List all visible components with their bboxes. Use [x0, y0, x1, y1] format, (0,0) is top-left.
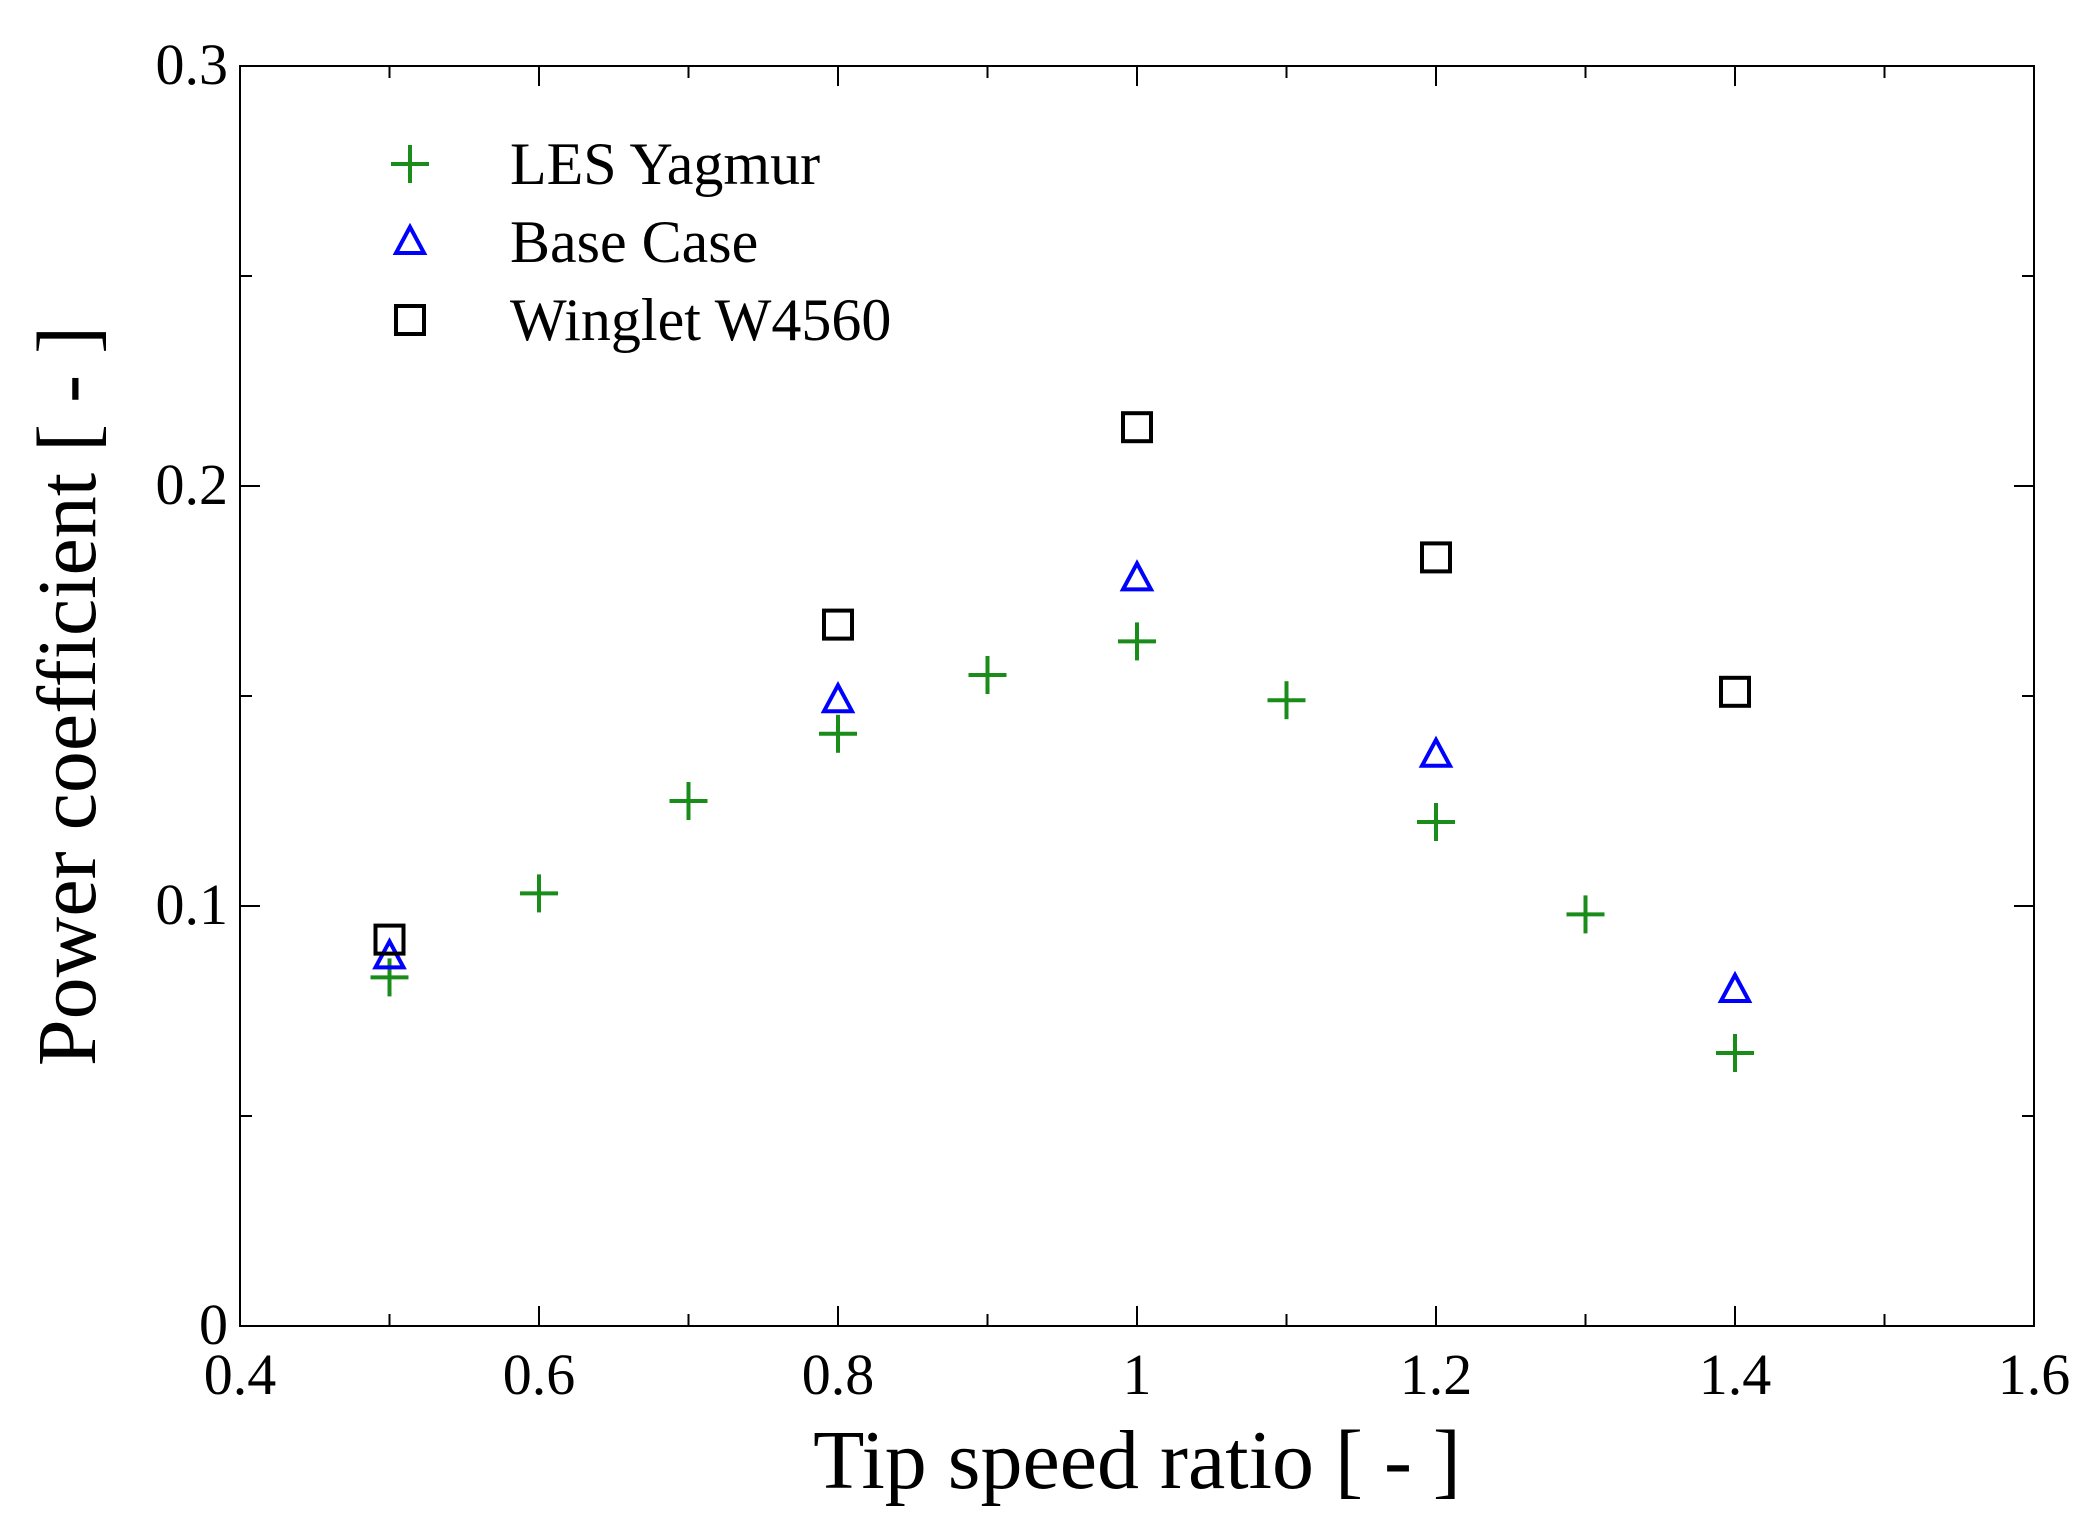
triangle-shape: [392, 222, 428, 255]
point-base-case: [820, 680, 856, 714]
y-axis-title: Power coefficient [ - ]: [21, 326, 114, 1066]
square-shape: [1420, 541, 1452, 574]
point-les-yagmur: [819, 714, 857, 753]
square-shape: [1719, 675, 1751, 708]
legend-marker-winglet-w4560: [394, 304, 426, 336]
triangle-shape: [1717, 970, 1753, 1003]
x-tick-label: 0.6: [503, 1342, 576, 1407]
axis-ticks: [239, 65, 2035, 1327]
x-tick-label: 0.4: [204, 1342, 277, 1407]
x-tick-label: 0.8: [802, 1342, 875, 1407]
point-base-case: [1717, 970, 1753, 1003]
y-tick-label: 0.2: [156, 452, 229, 517]
y-tick-label: 0.3: [156, 32, 229, 97]
triangle-shape: [1418, 735, 1454, 768]
axis-tick-labels: 0.4 0.6 0.8 1 1.2 1.4 1.6 0 0.1 0.2 0.3: [156, 32, 2071, 1407]
point-les-yagmur: [1118, 622, 1156, 661]
point-les-yagmur: [1716, 1034, 1754, 1072]
legend: LES Yagmur Base Case Winglet W4560: [391, 131, 891, 353]
x-tick-label: 1.6: [1998, 1342, 2071, 1407]
point-winglet-w4560: [822, 608, 854, 641]
point-winglet-w4560: [1420, 541, 1452, 574]
point-les-yagmur: [520, 874, 558, 913]
triangle-shape: [820, 680, 856, 714]
point-base-case: [1418, 735, 1454, 768]
x-tick-label: 1.4: [1699, 1342, 1772, 1407]
legend-label-les-yagmur: LES Yagmur: [510, 131, 820, 197]
point-base-case: [1119, 559, 1155, 592]
point-les-yagmur: [370, 958, 409, 997]
square-shape: [394, 304, 426, 336]
data-points: [370, 411, 1754, 1072]
point-les-yagmur: [968, 656, 1007, 694]
x-tick-label: 1.2: [1400, 1342, 1473, 1407]
square-shape: [1121, 411, 1153, 444]
legend-marker-les-yagmur: [391, 145, 429, 183]
square-shape: [373, 923, 406, 956]
legend-marker-base-case: [392, 222, 428, 255]
legend-label-winglet-w4560: Winglet W4560: [510, 287, 891, 353]
point-winglet-w4560: [373, 923, 406, 956]
triangle-shape: [1119, 559, 1155, 592]
legend-label-base-case: Base Case: [510, 209, 758, 275]
x-axis-title: Tip speed ratio [ - ]: [813, 1414, 1461, 1507]
point-les-yagmur: [669, 782, 708, 820]
point-les-yagmur: [1566, 895, 1605, 934]
point-winglet-w4560: [1121, 411, 1153, 444]
y-tick-label: 0.1: [156, 872, 229, 937]
point-les-yagmur: [1417, 803, 1455, 841]
point-les-yagmur: [1267, 681, 1306, 720]
x-tick-label: 1: [1123, 1342, 1152, 1407]
y-tick-label: 0: [199, 1292, 228, 1357]
point-winglet-w4560: [1719, 675, 1751, 708]
square-shape: [822, 608, 854, 641]
